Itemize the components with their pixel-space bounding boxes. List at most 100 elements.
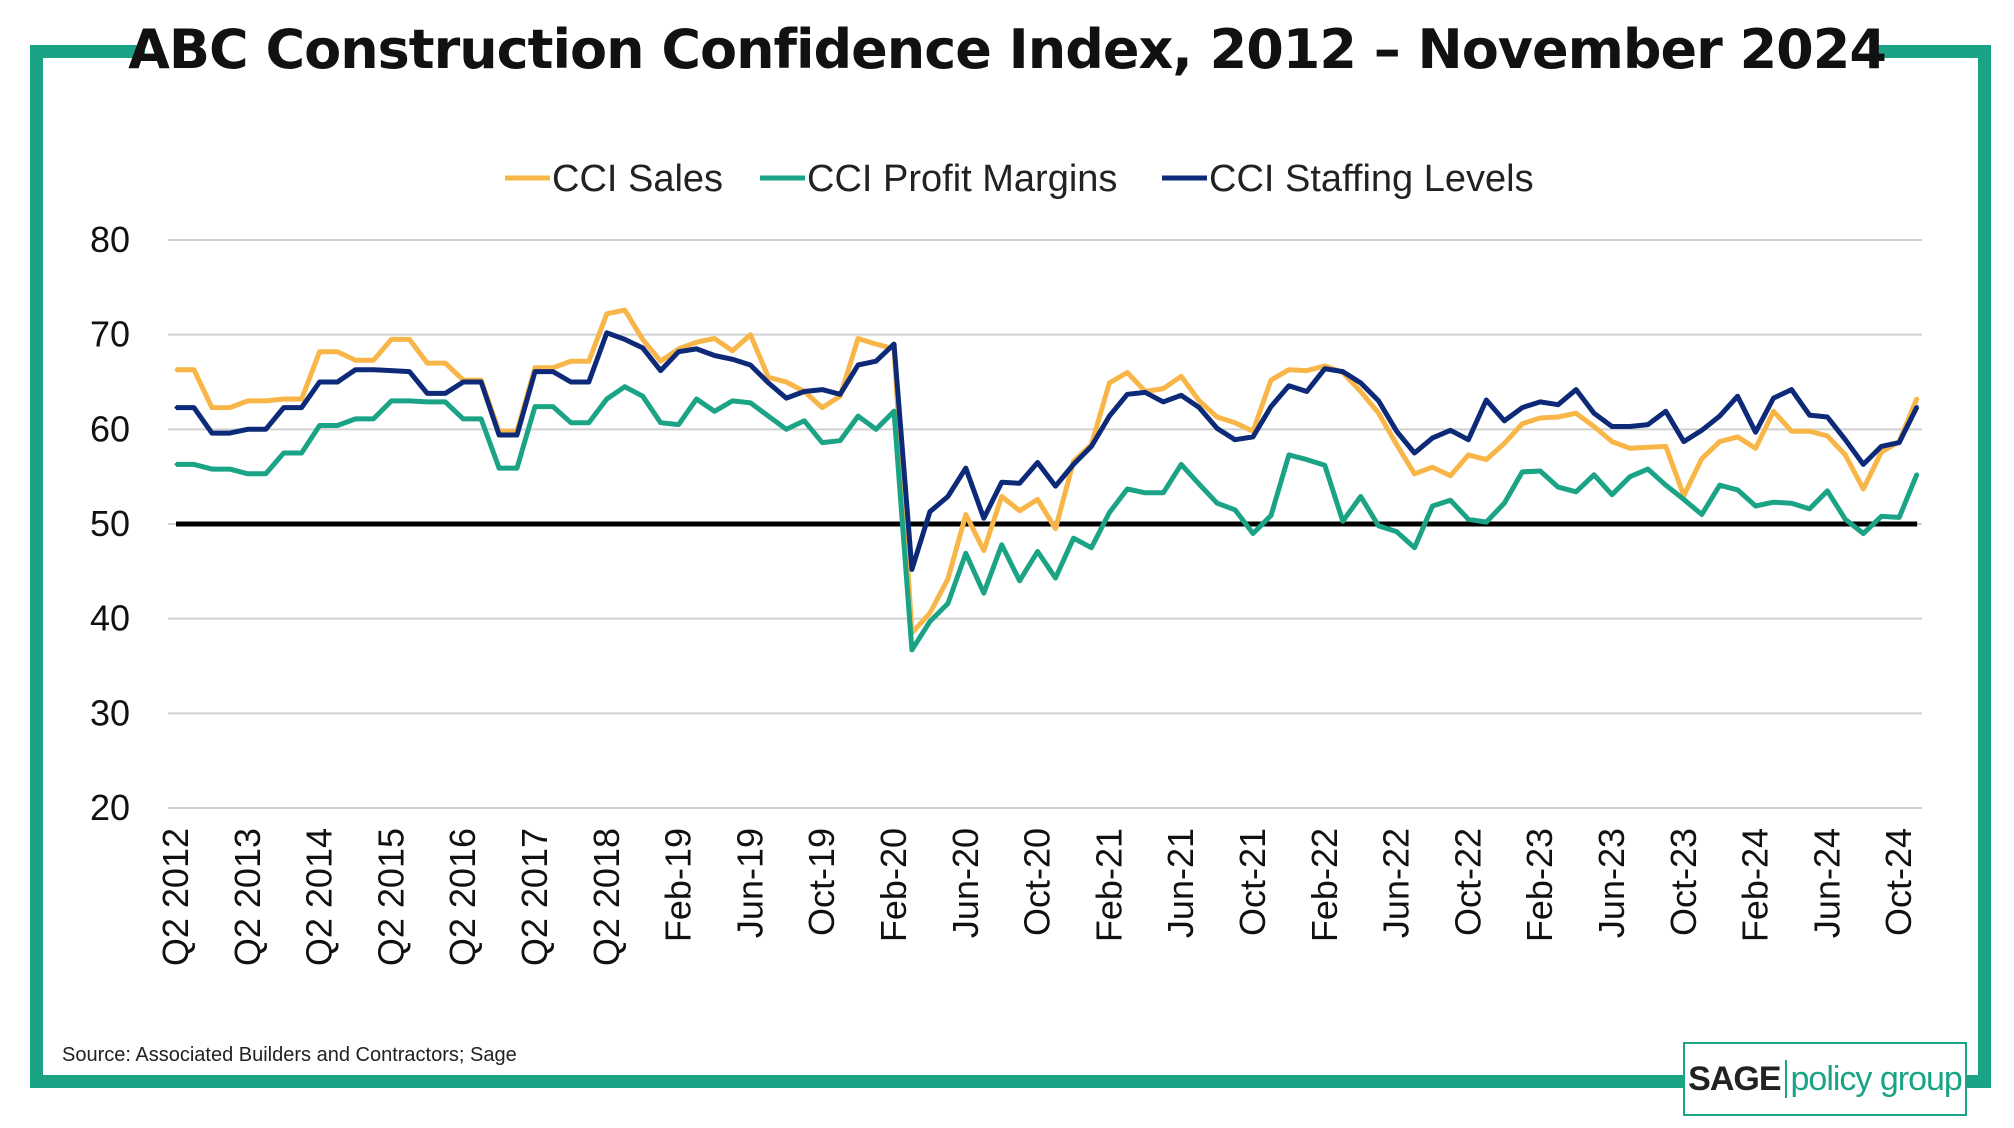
frame-top-right — [1876, 45, 1978, 58]
data-point — [443, 391, 447, 395]
data-point — [1861, 462, 1865, 466]
x-tick-label: Q2 2013 — [227, 828, 268, 966]
data-point — [1466, 453, 1470, 457]
x-tick-label: Q2 2014 — [299, 828, 340, 966]
data-point — [461, 380, 465, 384]
data-point — [318, 424, 322, 428]
data-point — [964, 513, 968, 517]
data-point — [1161, 491, 1165, 495]
data-point — [1305, 389, 1309, 393]
data-point — [1215, 426, 1219, 430]
data-point — [1197, 482, 1201, 486]
data-point — [1107, 381, 1111, 385]
data-point — [228, 467, 232, 471]
data-point — [1089, 546, 1093, 550]
data-point — [1628, 424, 1632, 428]
data-point — [1843, 438, 1847, 442]
data-point — [336, 380, 340, 384]
data-point — [264, 427, 268, 431]
data-point — [1556, 485, 1560, 489]
data-point — [1592, 473, 1596, 477]
data-point — [982, 591, 986, 595]
chart-title: ABC Construction Confidence Index, 2012 … — [128, 18, 1887, 81]
data-point — [1538, 400, 1542, 404]
data-point — [1628, 475, 1632, 479]
data-point — [1305, 369, 1309, 373]
data-point — [1664, 444, 1668, 448]
data-point — [1915, 396, 1919, 400]
data-point — [515, 433, 519, 437]
data-point — [389, 337, 393, 341]
data-point — [461, 417, 465, 421]
data-point — [1861, 531, 1865, 535]
x-tick-label: Q2 2017 — [514, 828, 555, 966]
data-point — [605, 312, 609, 316]
data-point — [1251, 435, 1255, 439]
data-point — [1825, 434, 1829, 438]
data-point — [1682, 497, 1686, 501]
data-point — [1143, 390, 1147, 394]
data-point — [1843, 453, 1847, 457]
data-point — [174, 368, 178, 372]
data-point — [1161, 387, 1165, 391]
y-tick-label: 80 — [90, 219, 130, 260]
data-point — [838, 439, 842, 443]
data-point — [1341, 519, 1345, 523]
data-point — [354, 358, 357, 362]
data-point — [1879, 514, 1883, 518]
data-point — [623, 385, 627, 389]
data-point — [336, 350, 340, 354]
data-point — [354, 368, 357, 372]
data-point — [1054, 576, 1058, 580]
data-point — [659, 369, 663, 373]
data-point — [210, 467, 214, 471]
data-point — [1915, 405, 1919, 409]
data-point — [1287, 384, 1291, 388]
data-point — [1359, 495, 1363, 499]
x-tick-label: Q2 2012 — [155, 828, 196, 966]
data-point — [1036, 549, 1040, 553]
data-point — [1269, 378, 1273, 382]
data-point — [1377, 411, 1381, 415]
chart-frame — [30, 45, 1991, 1088]
data-point — [443, 361, 447, 365]
data-point — [856, 336, 860, 340]
data-point — [1000, 480, 1004, 484]
data-point — [1790, 501, 1793, 505]
y-tick-label: 40 — [90, 598, 130, 639]
data-point — [1036, 460, 1040, 464]
data-point — [1323, 463, 1327, 467]
data-point — [928, 611, 932, 615]
data-point — [1628, 446, 1632, 450]
data-point — [784, 380, 788, 384]
data-point — [730, 357, 734, 361]
x-tick-label: Feb-19 — [658, 828, 699, 942]
x-tick-label: Oct-19 — [801, 828, 842, 936]
data-point — [641, 337, 645, 341]
data-point — [641, 346, 645, 350]
data-point — [587, 380, 591, 384]
data-point — [1556, 415, 1560, 419]
data-point — [1502, 442, 1506, 446]
data-point — [515, 466, 519, 470]
data-point — [1179, 393, 1183, 397]
data-point — [1036, 497, 1040, 501]
data-point — [623, 337, 627, 341]
data-point — [1861, 487, 1865, 491]
data-point — [892, 409, 896, 413]
data-point — [587, 421, 591, 425]
data-point — [174, 406, 178, 410]
legend-label: CCI Profit Margins — [807, 158, 1117, 200]
x-tick-label: Feb-20 — [873, 828, 914, 942]
data-point — [1646, 445, 1650, 449]
data-point — [713, 336, 716, 340]
data-point — [1161, 400, 1165, 404]
data-point — [479, 380, 483, 384]
data-point — [1520, 470, 1524, 474]
data-point — [1502, 501, 1506, 505]
data-point — [1825, 489, 1829, 493]
data-point — [1718, 483, 1722, 487]
data-point — [551, 405, 555, 409]
data-point — [874, 342, 878, 346]
